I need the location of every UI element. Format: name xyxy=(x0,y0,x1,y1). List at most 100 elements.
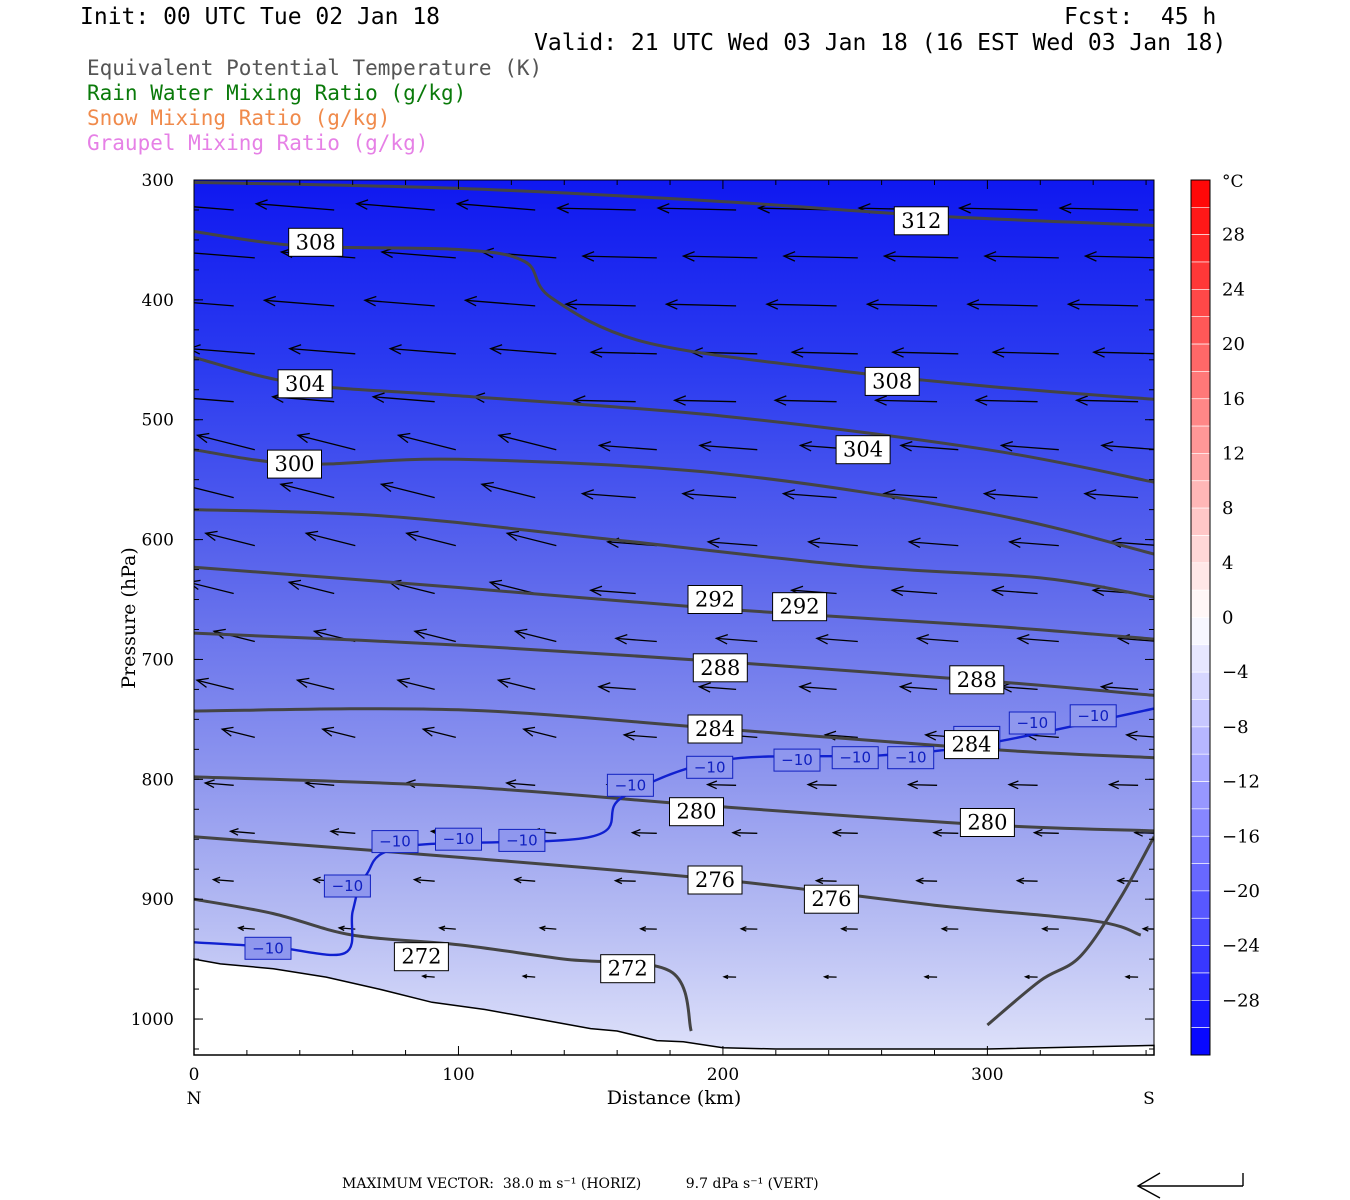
wind-vector xyxy=(514,878,536,882)
wind-vector-head xyxy=(873,395,888,406)
wind-vector xyxy=(194,397,234,403)
wind-vector-head xyxy=(1066,299,1080,310)
theta-e-label: 288 xyxy=(700,656,740,680)
wind-vector-head xyxy=(513,876,522,884)
wind-vector xyxy=(791,589,837,595)
wind-vector-head xyxy=(865,299,879,310)
wind-vector-head xyxy=(915,633,930,645)
wind-vector-head xyxy=(1092,347,1106,358)
theta-e-label: 308 xyxy=(872,369,912,393)
minus10-label: −10 xyxy=(252,939,284,957)
wind-vector-head xyxy=(212,628,226,640)
wind-vector-head xyxy=(882,251,896,262)
wind-vector-head xyxy=(614,633,628,645)
wind-vector-head xyxy=(488,579,503,591)
wind-vector-head xyxy=(329,827,340,836)
colorbar-unit: °C xyxy=(1222,172,1244,192)
theta-e-label-box xyxy=(600,954,656,984)
wind-vector-head xyxy=(237,925,245,932)
colorbar-segment xyxy=(1190,535,1211,564)
colorbar-segment xyxy=(1190,972,1211,1001)
wind-vector-head xyxy=(1124,974,1131,980)
legend-item-theta-e: Equivalent Potential Temperature (K) xyxy=(87,56,543,80)
wind-vector xyxy=(1034,832,1059,834)
theta-e-label: 304 xyxy=(843,438,883,462)
theta-e-contour-312 xyxy=(194,180,1154,227)
wind-vector-head xyxy=(906,780,919,790)
wind-vector xyxy=(390,347,456,355)
wind-vector xyxy=(674,399,737,403)
colorbar-segment xyxy=(1190,781,1211,810)
wind-vector xyxy=(993,351,1059,355)
wind-vector-head xyxy=(664,299,678,310)
wind-vector-head xyxy=(814,877,824,885)
wind-vector xyxy=(976,399,1038,403)
colorbar-segment xyxy=(1190,261,1211,290)
wind-vector xyxy=(523,728,557,739)
minus10-label: −10 xyxy=(506,831,538,849)
minus10-label-box xyxy=(773,748,821,772)
y-tick-label: 1000 xyxy=(131,1010,174,1030)
theta-e-label: 304 xyxy=(285,372,325,396)
wind-vector xyxy=(289,347,356,355)
colorbar-segment xyxy=(1190,863,1211,892)
wind-vector xyxy=(875,399,938,403)
theta-e-contour-308 xyxy=(194,230,1154,401)
wind-vector xyxy=(194,348,255,355)
y-tick-label: 800 xyxy=(142,770,174,790)
wind-vector-head xyxy=(379,481,394,493)
theta-e-label: 284 xyxy=(695,717,735,741)
wind-vector xyxy=(816,880,837,882)
wind-vector-head xyxy=(790,347,804,358)
wind-vector-head xyxy=(589,585,603,597)
y-tick-label: 500 xyxy=(142,411,174,431)
theta-e-label: 280 xyxy=(676,800,716,824)
wind-vector xyxy=(322,728,356,739)
colorbar-tick-label: −8 xyxy=(1222,717,1249,738)
wind-vector xyxy=(414,630,456,643)
colorbar-segment xyxy=(1190,835,1211,864)
colorbar-segment xyxy=(1190,371,1211,399)
wind-vector xyxy=(205,532,255,547)
wind-vector xyxy=(808,541,858,547)
colorbar-segment xyxy=(1190,644,1211,673)
wind-vector xyxy=(959,207,1038,211)
wind-vector xyxy=(465,299,536,307)
theta-e-label: 288 xyxy=(957,668,997,692)
wind-vector-head xyxy=(1015,877,1025,885)
theta-e-label: 272 xyxy=(401,945,441,969)
theta-e-label-box xyxy=(772,592,828,622)
wind-vector-head xyxy=(940,926,948,932)
colorbar-segment xyxy=(1190,480,1211,509)
minus10-label-box xyxy=(1008,711,1056,735)
wind-vector xyxy=(414,878,435,882)
wind-vector xyxy=(1000,686,1038,691)
theta-e-label-box xyxy=(864,366,920,396)
legend-item-graupel: Graupel Mixing Ratio (g/kg) xyxy=(87,131,429,155)
wind-vector-head xyxy=(781,489,796,500)
colorbar-tick-label: 4 xyxy=(1222,553,1233,574)
wind-vector xyxy=(984,492,1038,499)
minus10-label: −10 xyxy=(1016,714,1048,732)
colorbar-frame xyxy=(1190,179,1211,1056)
wind-vector-head xyxy=(1107,780,1120,790)
wind-vector-head xyxy=(312,876,321,884)
wind-vector-head xyxy=(295,677,310,688)
colorbar-segment xyxy=(1190,234,1211,263)
colorbar-segment xyxy=(1190,808,1211,837)
theta-e-label: 280 xyxy=(967,811,1007,835)
wind-vector xyxy=(909,541,959,547)
wind-vector-head xyxy=(1116,877,1125,885)
wind-vector xyxy=(1101,686,1139,691)
wind-vector xyxy=(599,444,657,451)
minus10-label: −10 xyxy=(379,833,411,851)
wind-vector xyxy=(194,582,234,595)
wind-vector xyxy=(523,975,536,978)
x-axis: 0 100 200 300 xyxy=(189,180,1147,1085)
theta-e-label-box xyxy=(267,449,322,479)
wind-vector-head xyxy=(181,248,192,257)
wind-vector-head xyxy=(254,199,268,210)
colorbar-tick-label: −24 xyxy=(1222,936,1260,957)
plot-frame xyxy=(193,179,1155,1056)
wind-vector xyxy=(632,832,657,834)
